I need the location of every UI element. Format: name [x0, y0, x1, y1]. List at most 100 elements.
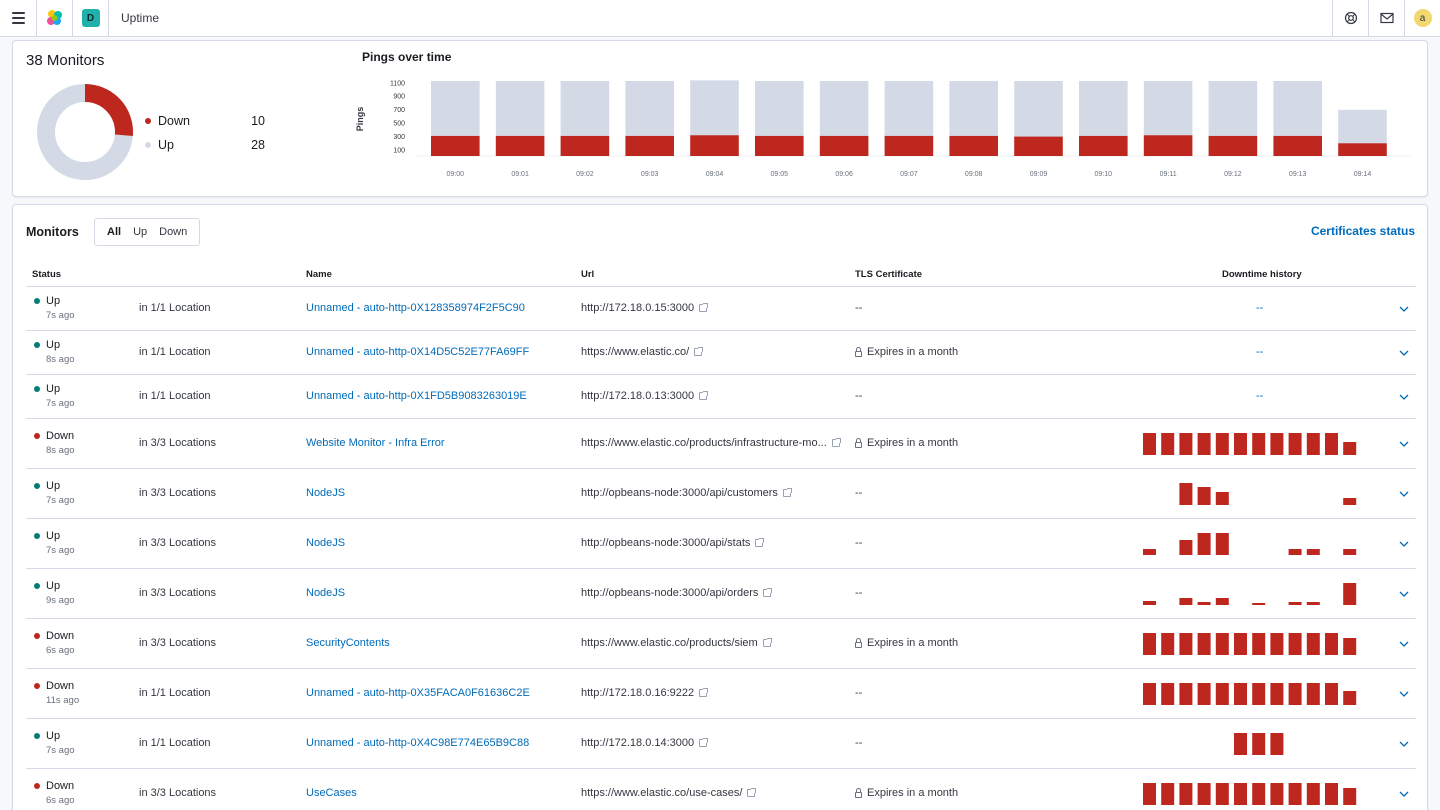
downtime-bar[interactable]	[1161, 633, 1175, 655]
monitor-name-link[interactable]: NodeJS	[306, 587, 346, 599]
bar-up[interactable]	[1338, 109, 1387, 144]
bar-down[interactable]	[625, 135, 674, 156]
bar-up[interactable]	[819, 81, 869, 136]
location-text[interactable]: in 1/1 Location	[139, 687, 211, 699]
downtime-bar[interactable]	[1179, 540, 1193, 555]
downtime-bar[interactable]	[1288, 783, 1302, 805]
bar-down[interactable]	[884, 135, 934, 156]
location-text[interactable]: in 3/3 Locations	[139, 487, 217, 499]
monitor-url-link[interactable]: http://opbeans-node:3000/api/stats	[581, 537, 765, 549]
downtime-bar[interactable]	[1161, 683, 1175, 705]
downtime-bar[interactable]	[1234, 733, 1247, 755]
downtime-bar[interactable]	[1270, 683, 1284, 705]
monitor-name-link[interactable]: Unnamed - auto-http-0X14D5C52E77FA69FF	[306, 346, 530, 358]
monitor-name-link[interactable]: SecurityContents	[306, 637, 390, 649]
downtime-bar[interactable]	[1234, 633, 1247, 655]
table-row[interactable]: Up 7s ago in 1/1 Location Unnamed - auto…	[26, 719, 1416, 769]
downtime-bar[interactable]	[1306, 549, 1320, 555]
bar-down[interactable]	[431, 135, 480, 156]
downtime-bar[interactable]	[1215, 783, 1229, 805]
elastic-logo-icon[interactable]	[36, 0, 72, 36]
downtime-bar[interactable]	[1270, 633, 1284, 655]
monitor-url-link[interactable]: https://www.elastic.co/	[581, 346, 704, 358]
bar-down[interactable]	[1273, 135, 1322, 156]
bar-up[interactable]	[560, 81, 610, 136]
downtime-bar[interactable]	[1143, 549, 1156, 555]
downtime-bar[interactable]	[1252, 633, 1266, 655]
chevron-down-icon[interactable]	[1398, 391, 1410, 403]
bar-up[interactable]	[1208, 81, 1258, 136]
bar-up[interactable]	[625, 81, 674, 136]
bar-down[interactable]	[949, 135, 998, 156]
downtime-bar[interactable]	[1197, 533, 1211, 555]
bar-down[interactable]	[1079, 135, 1128, 156]
location-text[interactable]: in 1/1 Location	[139, 346, 211, 358]
location-text[interactable]: in 1/1 Location	[139, 390, 211, 402]
downtime-bar[interactable]	[1179, 683, 1193, 705]
downtime-bar[interactable]	[1306, 783, 1320, 805]
downtime-bar[interactable]	[1343, 691, 1357, 705]
bar-down[interactable]	[1014, 136, 1063, 156]
chevron-down-icon[interactable]	[1398, 538, 1410, 550]
filter-all[interactable]: All	[107, 226, 122, 238]
location-text[interactable]: in 1/1 Location	[139, 302, 211, 314]
location-text[interactable]: in 1/1 Location	[139, 737, 211, 749]
downtime-bar[interactable]	[1197, 433, 1211, 455]
downtime-bar[interactable]	[1270, 433, 1284, 455]
downtime-bar[interactable]	[1288, 433, 1302, 455]
downtime-bar[interactable]	[1215, 683, 1229, 705]
downtime-bar[interactable]	[1215, 433, 1229, 455]
monitor-name-link[interactable]: Unnamed - auto-http-0X35FACA0F61636C2E	[306, 687, 530, 699]
monitor-url-link[interactable]: http://opbeans-node:3000/api/orders	[581, 587, 773, 599]
downtime-bar[interactable]	[1215, 492, 1229, 505]
bar-up[interactable]	[1143, 81, 1193, 136]
downtime-bar[interactable]	[1306, 433, 1320, 455]
chevron-down-icon[interactable]	[1398, 738, 1410, 750]
downtime-bar[interactable]	[1288, 633, 1302, 655]
bar-down[interactable]	[819, 135, 869, 156]
monitor-url-link[interactable]: https://www.elastic.co/products/infrastr…	[581, 437, 841, 449]
table-row[interactable]: Down 6s ago in 3/3 Locations SecurityCon…	[26, 619, 1416, 669]
monitor-url-link[interactable]: http://172.18.0.15:3000	[581, 302, 709, 314]
table-row[interactable]: Up 9s ago in 3/3 Locations NodeJS http:/…	[26, 569, 1416, 619]
downtime-bar[interactable]	[1215, 633, 1229, 655]
chevron-down-icon[interactable]	[1398, 788, 1410, 800]
downtime-bar[interactable]	[1306, 683, 1320, 705]
bar-up[interactable]	[1014, 81, 1063, 137]
filter-up[interactable]: Up	[133, 226, 148, 238]
downtime-bar[interactable]	[1143, 633, 1156, 655]
help-icon[interactable]	[1332, 0, 1368, 36]
table-row[interactable]: Up 7s ago in 1/1 Location Unnamed - auto…	[26, 375, 1416, 419]
chevron-down-icon[interactable]	[1398, 347, 1410, 359]
chevron-down-icon[interactable]	[1398, 488, 1410, 500]
chevron-down-icon[interactable]	[1398, 688, 1410, 700]
certificates-status-link[interactable]: Certificates status	[1310, 224, 1415, 238]
bar-up[interactable]	[1079, 81, 1128, 136]
table-row[interactable]: Up 7s ago in 3/3 Locations NodeJS http:/…	[26, 469, 1416, 519]
downtime-bar[interactable]	[1288, 549, 1302, 555]
bar-down[interactable]	[1143, 135, 1193, 156]
downtime-bar[interactable]	[1252, 783, 1266, 805]
downtime-bar[interactable]	[1197, 487, 1211, 505]
bar-up[interactable]	[1273, 81, 1322, 136]
table-row[interactable]: Up 7s ago in 1/1 Location Unnamed - auto…	[26, 287, 1416, 331]
downtime-bar[interactable]	[1179, 783, 1193, 805]
downtime-bar[interactable]	[1270, 783, 1284, 805]
monitor-name-link[interactable]: UseCases	[306, 787, 357, 799]
downtime-bar[interactable]	[1215, 533, 1229, 555]
bar-up[interactable]	[755, 81, 804, 136]
downtime-bar[interactable]	[1197, 683, 1211, 705]
monitor-name-link[interactable]: Website Monitor - Infra Error	[306, 437, 445, 449]
downtime-bar[interactable]	[1143, 783, 1156, 805]
monitor-name-link[interactable]: Unnamed - auto-http-0X128358974F2F5C90	[306, 302, 525, 314]
location-text[interactable]: in 3/3 Locations	[139, 537, 217, 549]
downtime-bar[interactable]	[1143, 601, 1156, 605]
col-status[interactable]: Status	[32, 269, 62, 280]
monitor-url-link[interactable]: http://opbeans-node:3000/api/customers	[581, 487, 792, 499]
downtime-bar[interactable]	[1252, 683, 1266, 705]
downtime-bar[interactable]	[1234, 783, 1247, 805]
downtime-bar[interactable]	[1306, 633, 1320, 655]
filter-down[interactable]: Down	[159, 226, 188, 238]
bar-down[interactable]	[1208, 135, 1258, 156]
downtime-bar[interactable]	[1179, 483, 1193, 505]
